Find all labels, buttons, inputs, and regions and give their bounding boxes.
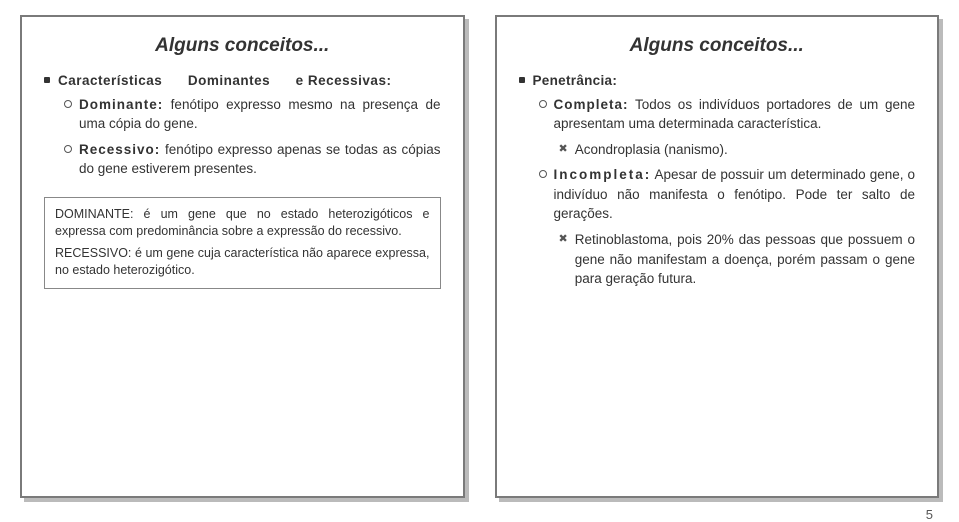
- bullet-icon: [519, 77, 525, 83]
- slide-left: Alguns conceitos... Características Domi…: [20, 15, 465, 498]
- note-dominante: DOMINANTE: é um gene que no estado heter…: [55, 206, 430, 241]
- example-acondroplasia: ✖ Acondroplasia (nanismo).: [559, 140, 916, 160]
- title-text: Alguns conceitos...: [630, 35, 804, 56]
- bullet-penetrancia: Penetrância:: [519, 71, 916, 91]
- slide-title-right: Alguns conceitos...: [519, 35, 916, 57]
- page-number: 5: [926, 507, 933, 522]
- sub-recessivo: Recessivo: fenótipo expresso apenas se t…: [64, 140, 441, 179]
- sub-incompleta: Incompleta: Apesar de possuir um determi…: [539, 165, 916, 224]
- rec-label: Recessivo:: [79, 142, 160, 157]
- sub-rec-text: Recessivo: fenótipo expresso apenas se t…: [79, 140, 441, 179]
- heading-tail: e Recessivas:: [296, 73, 392, 88]
- dom-label: Dominante:: [79, 97, 163, 112]
- sub-completa: Completa: Todos os indivíduos portadores…: [539, 95, 916, 134]
- sub-dom-text: Dominante: fenótipo expresso mesmo na pr…: [79, 95, 441, 134]
- note-recessivo: RECESSIVO: é um gene cuja característica…: [55, 245, 430, 280]
- completa-example: Acondroplasia (nanismo).: [575, 140, 728, 160]
- slide-content-right: Penetrância: Completa: Todos os indivídu…: [519, 71, 916, 295]
- circle-icon: [64, 145, 72, 153]
- pen-label: Penetrância:: [533, 71, 916, 91]
- heading-lead: Características: [58, 73, 162, 88]
- slide-title-left: Alguns conceitos...: [44, 35, 441, 57]
- note-box: DOMINANTE: é um gene que no estado heter…: [44, 197, 441, 289]
- circle-icon: [539, 170, 547, 178]
- incompleta-example: Retinoblastoma, pois 20% das pessoas que…: [575, 230, 915, 289]
- example-retinoblastoma: ✖ Retinoblastoma, pois 20% das pessoas q…: [559, 230, 916, 289]
- completa-text: Completa: Todos os indivíduos portadores…: [554, 95, 916, 134]
- heading-mid: Dominantes: [188, 73, 270, 88]
- incompleta-label: Incompleta:: [554, 167, 652, 182]
- title-text: Alguns conceitos...: [155, 35, 329, 56]
- slide-right: Alguns conceitos... Penetrância: Complet…: [495, 15, 940, 498]
- circle-icon: [539, 100, 547, 108]
- circle-icon: [64, 100, 72, 108]
- sub-dominante: Dominante: fenótipo expresso mesmo na pr…: [64, 95, 441, 134]
- incompleta-text: Incompleta: Apesar de possuir um determi…: [554, 165, 916, 224]
- bullet-icon: [44, 77, 50, 83]
- x-mark-icon: ✖: [559, 232, 568, 289]
- bullet-heading: Características Dominantes e Recessivas:: [58, 71, 441, 91]
- x-mark-icon: ✖: [559, 142, 568, 160]
- bullet-characteristics: Características Dominantes e Recessivas:: [44, 71, 441, 91]
- completa-label: Completa:: [554, 97, 629, 112]
- slide-content-left: Características Dominantes e Recessivas:…: [44, 71, 441, 289]
